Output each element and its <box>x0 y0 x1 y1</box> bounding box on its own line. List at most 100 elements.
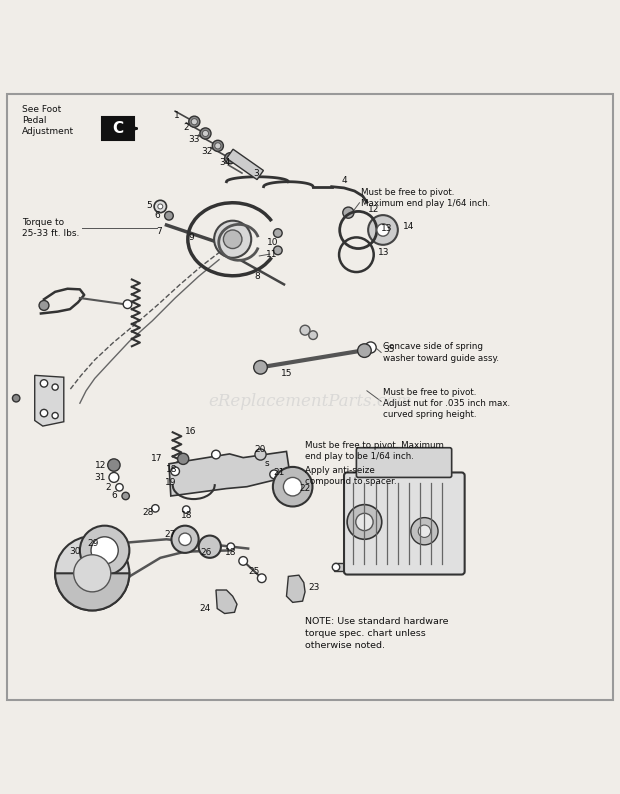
Circle shape <box>158 204 163 209</box>
Circle shape <box>211 450 220 459</box>
Text: 14: 14 <box>403 222 414 231</box>
Circle shape <box>52 384 58 390</box>
Text: 17: 17 <box>151 454 163 464</box>
Text: 5: 5 <box>146 201 152 210</box>
Text: s: s <box>264 459 269 468</box>
Text: 35: 35 <box>383 345 394 354</box>
Polygon shape <box>227 149 264 179</box>
Circle shape <box>214 221 251 258</box>
Circle shape <box>74 555 111 592</box>
Text: 15: 15 <box>281 369 292 378</box>
Circle shape <box>224 152 236 164</box>
Circle shape <box>154 200 167 213</box>
Circle shape <box>227 543 234 550</box>
Circle shape <box>365 342 376 353</box>
Circle shape <box>123 300 132 309</box>
Text: Must be free to pivot.
Maximum end play 1/64 inch.: Must be free to pivot. Maximum end play … <box>361 187 490 208</box>
Circle shape <box>182 506 190 513</box>
Circle shape <box>40 410 48 417</box>
Circle shape <box>358 344 371 357</box>
Text: Torque to
25-33 ft. lbs.: Torque to 25-33 ft. lbs. <box>22 218 80 238</box>
Text: 26: 26 <box>200 549 212 557</box>
Text: 22: 22 <box>299 484 311 493</box>
Polygon shape <box>286 575 305 603</box>
Circle shape <box>52 412 58 418</box>
Text: 6: 6 <box>112 491 118 500</box>
Circle shape <box>171 467 179 476</box>
Polygon shape <box>35 376 64 426</box>
Polygon shape <box>169 452 290 496</box>
Circle shape <box>257 574 266 583</box>
Circle shape <box>239 557 247 565</box>
Text: 30: 30 <box>69 547 81 556</box>
Circle shape <box>12 395 20 402</box>
Circle shape <box>347 505 382 539</box>
Circle shape <box>202 130 208 137</box>
Text: 18: 18 <box>180 511 192 520</box>
Text: 21: 21 <box>273 468 284 477</box>
Text: 29: 29 <box>87 539 99 548</box>
Circle shape <box>39 300 49 310</box>
Circle shape <box>40 380 48 387</box>
FancyBboxPatch shape <box>356 448 451 477</box>
Text: Apply anti-seize
compound to spacer.: Apply anti-seize compound to spacer. <box>305 466 397 486</box>
Text: 2: 2 <box>106 483 112 491</box>
Circle shape <box>172 526 198 553</box>
Circle shape <box>418 525 431 538</box>
Circle shape <box>188 116 200 127</box>
Text: 8: 8 <box>255 272 260 281</box>
Text: NOTE: Use standard hardware
torque spec. chart unless
otherwise noted.: NOTE: Use standard hardware torque spec.… <box>305 617 448 649</box>
Text: 4: 4 <box>341 176 347 185</box>
Circle shape <box>215 143 221 149</box>
Wedge shape <box>55 573 130 611</box>
Circle shape <box>108 459 120 471</box>
Circle shape <box>300 326 310 335</box>
Circle shape <box>255 449 266 460</box>
Text: Concave side of spring
washer toward guide assy.: Concave side of spring washer toward gui… <box>383 342 499 363</box>
Text: 20: 20 <box>255 445 266 454</box>
Circle shape <box>212 141 223 152</box>
Text: 11: 11 <box>266 249 277 259</box>
Text: 2: 2 <box>184 123 189 132</box>
Text: 18: 18 <box>166 465 177 475</box>
Text: 32: 32 <box>201 147 212 156</box>
Text: Must be free to pivot. Maximum
end play to be 1/64 inch.: Must be free to pivot. Maximum end play … <box>305 441 444 461</box>
Circle shape <box>91 537 118 564</box>
Text: 18: 18 <box>225 549 237 557</box>
Circle shape <box>198 536 221 558</box>
Circle shape <box>273 229 282 237</box>
Text: 1: 1 <box>174 111 180 120</box>
Text: 19: 19 <box>165 478 176 487</box>
Circle shape <box>270 470 278 479</box>
Circle shape <box>177 453 188 464</box>
Text: 33: 33 <box>188 135 200 145</box>
FancyBboxPatch shape <box>102 118 134 140</box>
Polygon shape <box>216 590 237 614</box>
Circle shape <box>411 518 438 545</box>
Circle shape <box>152 505 159 512</box>
Circle shape <box>55 536 130 611</box>
Text: 13: 13 <box>381 224 392 233</box>
Circle shape <box>116 484 123 491</box>
Circle shape <box>332 564 340 571</box>
Text: 23: 23 <box>309 583 320 592</box>
Text: 6: 6 <box>154 211 161 220</box>
Text: 28: 28 <box>142 508 154 517</box>
Text: See Foot
Pedal
Adjustment: See Foot Pedal Adjustment <box>22 105 74 136</box>
Circle shape <box>200 128 211 139</box>
Circle shape <box>179 533 191 545</box>
Circle shape <box>273 467 312 507</box>
Text: Must be free to pivot.
Adjust nut for .035 inch max.
curved spring height.: Must be free to pivot. Adjust nut for .0… <box>383 387 510 418</box>
Text: 3: 3 <box>254 168 259 178</box>
Text: C: C <box>112 121 123 136</box>
Text: 16: 16 <box>185 426 197 436</box>
Circle shape <box>377 224 389 236</box>
Circle shape <box>254 360 267 374</box>
Circle shape <box>343 207 354 218</box>
Text: 12: 12 <box>368 205 379 214</box>
Text: 7: 7 <box>156 227 162 236</box>
Circle shape <box>309 331 317 340</box>
Text: eReplacementParts.com: eReplacementParts.com <box>208 394 412 410</box>
Text: 9: 9 <box>188 233 193 242</box>
Text: 24: 24 <box>200 604 211 613</box>
